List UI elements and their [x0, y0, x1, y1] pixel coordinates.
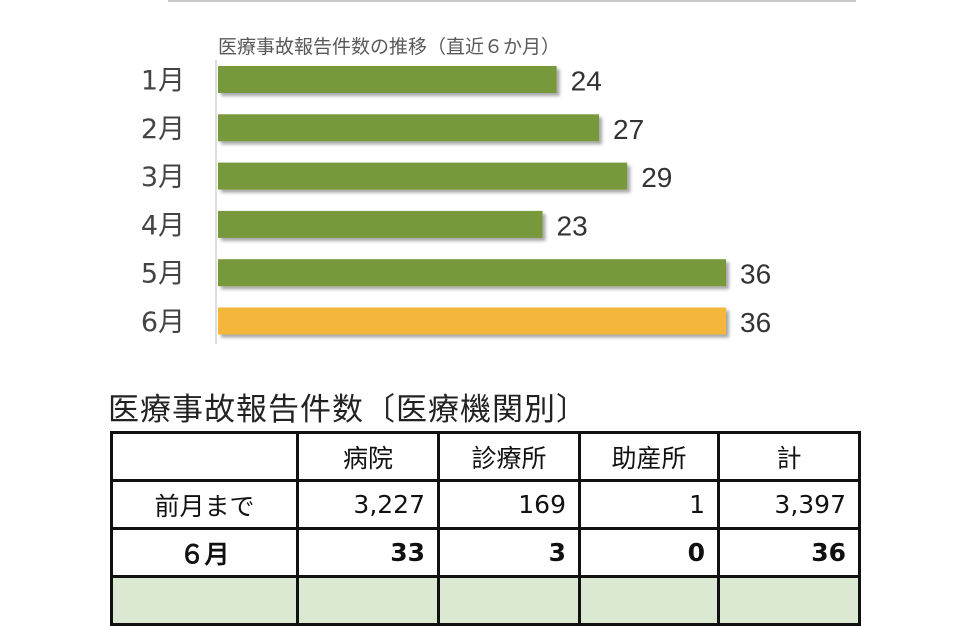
data-label: 29 — [641, 162, 672, 193]
data-label: 27 — [613, 114, 644, 145]
bar-3 — [218, 162, 628, 190]
header-empty-cell — [110, 431, 299, 482]
header-total: 計 — [717, 431, 861, 482]
row-label-previous: 前月まで — [110, 479, 299, 530]
bar-chart: 医療事故報告件数の推移（直近６か月） 1月 24 2月 27 3月 29 4月 23 5月 36 6… — [141, 36, 771, 344]
category-label: 5月 — [141, 259, 185, 290]
table-row: ６月 33 3 0 36 — [110, 527, 861, 578]
data-label: 36 — [740, 307, 771, 338]
partial-cell — [717, 575, 861, 626]
cell-total: 36 — [717, 527, 861, 578]
category-label: 6月 — [141, 307, 185, 338]
category-label: 2月 — [141, 114, 185, 145]
partial-cell — [437, 575, 581, 626]
partial-cell — [110, 575, 299, 626]
bar-6 — [218, 307, 726, 335]
cell-total: 3,397 — [717, 479, 861, 530]
table-row: 前月まで 3,227 169 1 3,397 — [110, 479, 861, 530]
bar-2 — [218, 114, 599, 142]
row-label-june: ６月 — [110, 527, 299, 578]
institution-table: 病院 診療所 助産所 計 前月まで 3,227 169 1 3,397 ６月 3… — [110, 431, 861, 626]
top-divider — [168, 0, 856, 2]
category-label: 3月 — [141, 162, 185, 193]
partial-cell — [296, 575, 440, 626]
header-hospital: 病院 — [296, 431, 440, 482]
data-label: 36 — [740, 259, 771, 290]
cell-clinic: 3 — [437, 527, 581, 578]
bar-5 — [218, 259, 726, 287]
cell-midwifery: 0 — [578, 527, 720, 578]
table-row-partial — [110, 575, 861, 626]
cell-clinic: 169 — [437, 479, 581, 530]
header-clinic: 診療所 — [437, 431, 581, 482]
cell-midwifery: 1 — [578, 479, 720, 530]
chart-title: 医療事故報告件数の推移（直近６か月） — [218, 36, 560, 58]
cell-hospital: 33 — [296, 527, 440, 578]
header-midwifery: 助産所 — [578, 431, 720, 482]
category-label: 1月 — [141, 66, 185, 97]
table-title: 医療事故報告件数〔医療機関別〕 — [108, 392, 588, 428]
partial-cell — [578, 575, 720, 626]
data-label: 24 — [571, 66, 602, 97]
bar-1 — [218, 66, 557, 93]
data-label: 23 — [557, 210, 588, 241]
bar-4 — [218, 210, 543, 238]
table-header-row: 病院 診療所 助産所 計 — [110, 431, 861, 482]
category-label: 4月 — [141, 210, 185, 241]
cell-hospital: 3,227 — [296, 479, 440, 530]
